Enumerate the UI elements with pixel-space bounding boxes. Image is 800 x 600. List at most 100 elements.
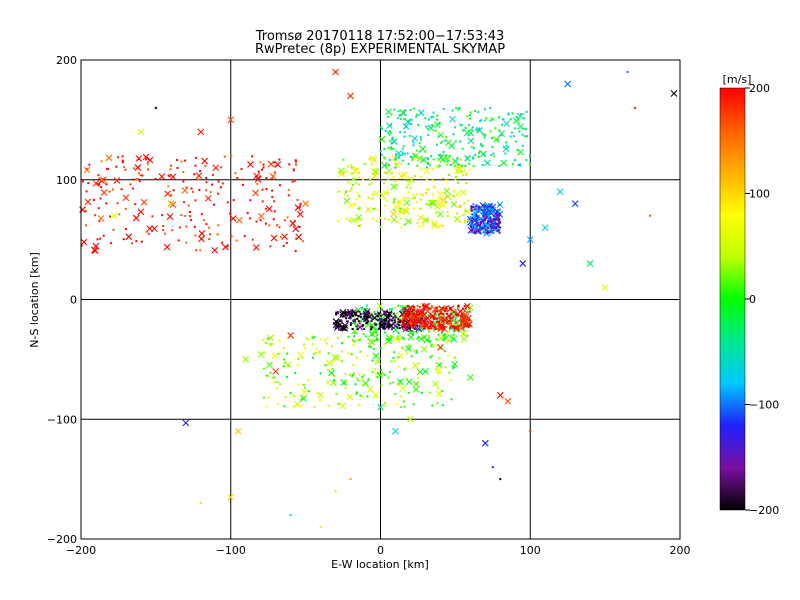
data-point-cross bbox=[365, 206, 372, 214]
data-point-dot bbox=[391, 308, 394, 311]
data-point-dot bbox=[458, 324, 461, 327]
data-point-dot bbox=[466, 115, 469, 118]
data-point-dot bbox=[481, 133, 484, 136]
data-point-dot bbox=[362, 333, 365, 336]
data-point-cross bbox=[270, 234, 278, 242]
data-point-dot bbox=[388, 371, 391, 374]
data-point-dot bbox=[485, 231, 488, 234]
data-point-dot bbox=[358, 176, 361, 179]
data-point-dot bbox=[249, 199, 252, 202]
data-point-dot bbox=[487, 218, 490, 221]
y-tick-label: 0 bbox=[70, 294, 77, 307]
data-point-dot bbox=[489, 231, 492, 234]
colorbar-tick-label: 200 bbox=[749, 82, 770, 95]
data-point-dot bbox=[477, 216, 480, 219]
data-point-dot bbox=[357, 224, 360, 227]
data-point-dot bbox=[392, 175, 395, 178]
data-point-dot bbox=[439, 312, 442, 315]
data-point-dot bbox=[372, 197, 375, 200]
data-point-dot bbox=[380, 384, 383, 387]
data-point-dot bbox=[344, 387, 347, 390]
data-point-dot bbox=[371, 217, 374, 220]
data-point-dot bbox=[296, 364, 299, 367]
data-point-dot bbox=[373, 310, 376, 313]
data-point-dot bbox=[131, 187, 134, 190]
data-point-dot bbox=[345, 317, 348, 320]
data-point-dot bbox=[427, 118, 430, 121]
data-point-dot bbox=[528, 163, 531, 166]
data-point-cross bbox=[333, 354, 341, 362]
data-point-dot bbox=[411, 197, 414, 200]
data-point-dot bbox=[105, 202, 108, 205]
data-point-dot bbox=[315, 348, 318, 351]
data-point-dot bbox=[381, 127, 384, 130]
data-point-dot bbox=[376, 310, 379, 313]
data-point-dot bbox=[413, 349, 416, 352]
data-point-dot bbox=[412, 310, 415, 313]
data-point-dot bbox=[349, 322, 352, 325]
data-point-dot bbox=[362, 312, 365, 315]
data-point-dot bbox=[441, 312, 444, 315]
data-point-dot bbox=[420, 175, 423, 178]
data-point-cross bbox=[97, 215, 105, 222]
data-point-dot bbox=[358, 310, 361, 313]
data-point-dot bbox=[394, 166, 397, 169]
data-point-cross bbox=[110, 212, 118, 220]
data-point-dot bbox=[357, 379, 360, 382]
data-point-dot bbox=[412, 317, 415, 320]
data-point-dot bbox=[425, 178, 428, 181]
data-point-dot bbox=[423, 324, 426, 327]
data-point-dot bbox=[513, 159, 516, 162]
data-point-dot bbox=[430, 305, 433, 308]
data-point-dot bbox=[435, 307, 438, 310]
data-point-dot bbox=[483, 225, 486, 228]
data-point-dot bbox=[484, 202, 487, 205]
data-point-dot bbox=[454, 327, 457, 330]
data-point-dot bbox=[352, 340, 355, 343]
data-point-dot bbox=[393, 108, 396, 111]
data-point-dot bbox=[634, 106, 637, 109]
data-point-dot bbox=[292, 405, 295, 408]
data-point-dot bbox=[439, 310, 442, 313]
data-point-dot bbox=[502, 118, 505, 121]
data-point-cross bbox=[125, 233, 133, 241]
data-point-dot bbox=[407, 183, 410, 186]
plot-frame bbox=[80, 59, 681, 540]
data-point-dot bbox=[491, 229, 494, 232]
data-point-dot bbox=[394, 393, 397, 396]
data-point-dot bbox=[397, 340, 400, 343]
data-point-dot bbox=[307, 379, 310, 382]
data-point-dot bbox=[353, 203, 356, 206]
data-point-dot bbox=[208, 238, 211, 241]
data-point-cross bbox=[404, 118, 412, 126]
data-point-dot bbox=[432, 111, 435, 114]
data-point-dot bbox=[453, 365, 456, 368]
data-point-dot bbox=[401, 153, 404, 156]
data-point-dot bbox=[298, 226, 301, 229]
data-point-cross bbox=[274, 161, 282, 168]
data-point-dot bbox=[193, 173, 196, 176]
data-point-cross bbox=[100, 176, 107, 184]
data-point-dot bbox=[442, 150, 445, 153]
data-point-dot bbox=[450, 327, 453, 330]
data-point-cross bbox=[439, 196, 447, 204]
data-point-cross bbox=[512, 117, 520, 125]
data-point-dot bbox=[474, 205, 477, 208]
data-point-dot bbox=[365, 304, 368, 307]
data-point-cross bbox=[295, 233, 303, 241]
data-point-dot bbox=[430, 345, 433, 348]
data-point-dot bbox=[358, 322, 361, 325]
data-point-dot bbox=[358, 194, 361, 197]
data-point-dot bbox=[259, 175, 262, 178]
data-point-dot bbox=[437, 328, 440, 331]
data-point-dot bbox=[365, 314, 368, 317]
data-point-dot bbox=[371, 326, 374, 329]
data-point-dot bbox=[369, 178, 372, 181]
data-point-dot bbox=[389, 308, 392, 311]
data-point-dot bbox=[350, 172, 353, 175]
data-point-dot bbox=[463, 309, 466, 312]
data-point-dot bbox=[418, 306, 421, 309]
data-point-dot bbox=[340, 319, 343, 322]
data-point-dot bbox=[403, 305, 406, 308]
data-point-dot bbox=[420, 168, 423, 171]
